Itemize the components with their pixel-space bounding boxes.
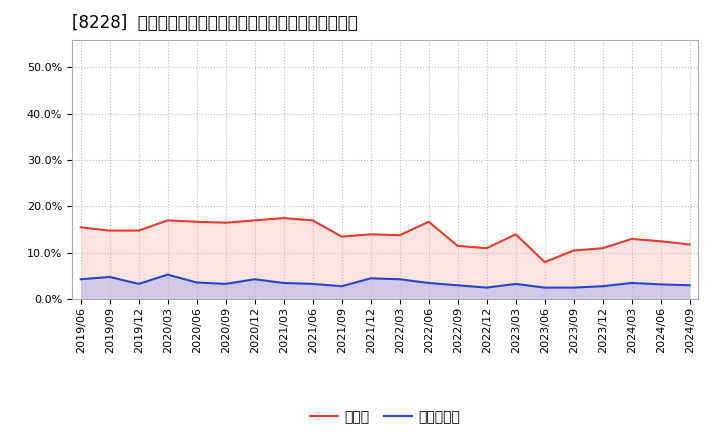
現預金 bbox=[251, 218, 259, 223]
現預金 bbox=[627, 236, 636, 242]
有利子負債 bbox=[76, 277, 85, 282]
現預金 bbox=[395, 233, 404, 238]
現預金 bbox=[338, 234, 346, 239]
現預金 bbox=[308, 218, 317, 223]
有利子負債 bbox=[192, 280, 201, 285]
有利子負債 bbox=[251, 277, 259, 282]
有利子負債 bbox=[279, 280, 288, 286]
有利子負債 bbox=[366, 276, 375, 281]
有利子負債 bbox=[454, 282, 462, 288]
現預金 bbox=[685, 242, 694, 247]
有利子負債 bbox=[511, 281, 520, 286]
有利子負債 bbox=[424, 280, 433, 286]
現預金 bbox=[482, 246, 491, 251]
有利子負債 bbox=[135, 281, 143, 286]
Line: 現預金: 現預金 bbox=[81, 218, 690, 262]
現預金 bbox=[135, 228, 143, 233]
現預金 bbox=[511, 231, 520, 237]
有利子負債 bbox=[482, 285, 491, 290]
現預金 bbox=[76, 225, 85, 230]
有利子負債 bbox=[598, 284, 607, 289]
現預金 bbox=[541, 260, 549, 265]
現預金 bbox=[454, 243, 462, 249]
有利子負債 bbox=[570, 285, 578, 290]
有利子負債 bbox=[105, 274, 114, 279]
有利子負債 bbox=[627, 280, 636, 286]
有利子負債 bbox=[338, 284, 346, 289]
現預金 bbox=[163, 218, 172, 223]
有利子負債 bbox=[395, 277, 404, 282]
現預金 bbox=[105, 228, 114, 233]
現預金 bbox=[598, 246, 607, 251]
有利子負債 bbox=[685, 282, 694, 288]
現預金 bbox=[279, 216, 288, 221]
Line: 有利子負債: 有利子負債 bbox=[81, 275, 690, 288]
Text: [8228]  現預金、有利子負債の総資産に対する比率の推移: [8228] 現預金、有利子負債の総資産に対する比率の推移 bbox=[72, 15, 358, 33]
有利子負債 bbox=[657, 282, 665, 287]
有利子負債 bbox=[541, 285, 549, 290]
現預金 bbox=[192, 219, 201, 224]
有利子負債 bbox=[308, 281, 317, 286]
現預金 bbox=[657, 238, 665, 244]
有利子負債 bbox=[163, 272, 172, 277]
現預金 bbox=[221, 220, 230, 225]
現預金 bbox=[366, 231, 375, 237]
現預金 bbox=[570, 248, 578, 253]
Legend: 現預金, 有利子負債: 現預金, 有利子負債 bbox=[305, 405, 466, 430]
現預金 bbox=[424, 219, 433, 224]
有利子負債 bbox=[221, 281, 230, 286]
